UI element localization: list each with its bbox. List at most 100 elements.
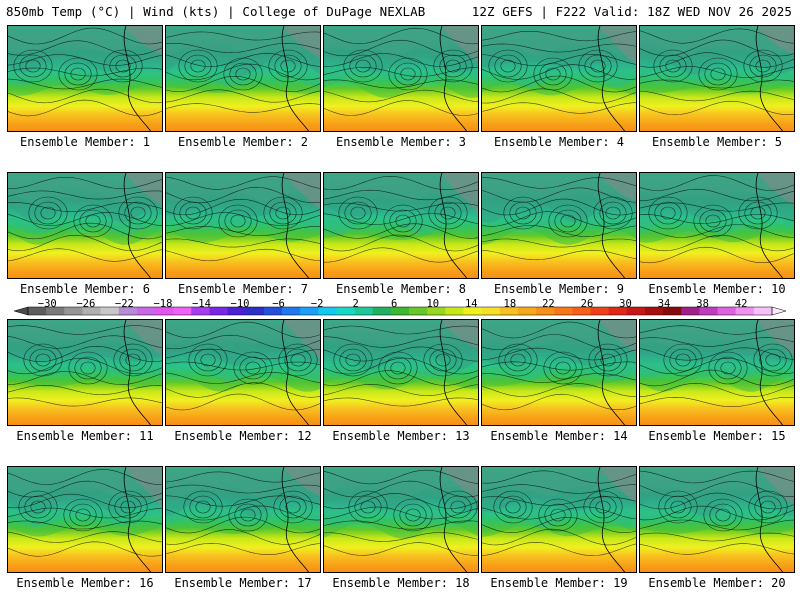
ensemble-member-label: Ensemble Member: 6 bbox=[19, 282, 151, 296]
colorbar-segment bbox=[155, 307, 174, 315]
colorbar-segment bbox=[517, 307, 537, 315]
ensemble-member-label: Ensemble Member: 10 bbox=[648, 282, 786, 296]
ensemble-member-label: Ensemble Member: 11 bbox=[16, 429, 154, 443]
colorbar-tick-label: 18 bbox=[503, 298, 517, 310]
colorbar-tick-label: 38 bbox=[696, 298, 709, 310]
ensemble-member-map bbox=[481, 466, 637, 573]
chart-title: 850mb Temp (°C) | Wind (kts) | College o… bbox=[6, 4, 426, 19]
ensemble-member-map bbox=[165, 466, 321, 573]
colorbar-segment bbox=[245, 307, 265, 315]
colorbar-segment bbox=[663, 307, 682, 315]
colorbar-segment bbox=[481, 307, 501, 315]
ensemble-member-map bbox=[7, 319, 163, 426]
ensemble-member-label: Ensemble Member: 15 bbox=[648, 429, 786, 443]
colorbar-tick-label: −6 bbox=[272, 298, 285, 310]
colorbar-segment bbox=[336, 307, 356, 315]
colorbar-max-arrow bbox=[771, 306, 786, 316]
ensemble-member-label: Ensemble Member: 17 bbox=[174, 576, 312, 590]
ensemble-member-label: Ensemble Member: 4 bbox=[493, 135, 625, 149]
ensemble-member-label: Ensemble Member: 8 bbox=[335, 282, 467, 296]
colorbar-tick-label: 22 bbox=[542, 298, 555, 310]
ensemble-member-map bbox=[323, 25, 479, 132]
ensemble-member-map bbox=[323, 466, 479, 573]
temperature-colorbar bbox=[14, 306, 786, 316]
colorbar-segment bbox=[372, 307, 392, 315]
ensemble-member-label: Ensemble Member: 7 bbox=[177, 282, 309, 296]
ensemble-member-label: Ensemble Member: 18 bbox=[332, 576, 470, 590]
colorbar-segment bbox=[318, 307, 337, 315]
colorbar-segment bbox=[354, 307, 374, 315]
colorbar-segment bbox=[118, 307, 138, 315]
colorbar-segment bbox=[608, 307, 628, 315]
ensemble-member-map bbox=[639, 25, 795, 132]
colorbar-min-arrow bbox=[14, 306, 29, 316]
colorbar-tick-label: −22 bbox=[114, 298, 134, 310]
ensemble-member-label: Ensemble Member: 12 bbox=[174, 429, 312, 443]
colorbar-tick-label: −2 bbox=[310, 298, 324, 310]
colorbar-segment bbox=[227, 307, 247, 315]
colorbar-tick-label: −26 bbox=[76, 298, 96, 310]
colorbar-tick-label: 30 bbox=[619, 298, 632, 310]
colorbar-segment bbox=[572, 307, 591, 315]
colorbar-segment bbox=[753, 307, 773, 315]
colorbar-tick-label: 34 bbox=[657, 298, 671, 310]
colorbar-segment bbox=[300, 307, 319, 315]
ensemble-member-label: Ensemble Member: 16 bbox=[16, 576, 154, 590]
ensemble-member-label: Ensemble Member: 9 bbox=[493, 282, 625, 296]
ensemble-member-map bbox=[7, 466, 163, 573]
model-run-info: 12Z GEFS | F222 Valid: 18Z WED NOV 26 20… bbox=[471, 4, 792, 19]
colorbar-tick-label: 10 bbox=[426, 298, 440, 310]
colorbar-tick-label: −10 bbox=[230, 298, 250, 310]
colorbar-segment bbox=[136, 307, 156, 315]
colorbar-segment bbox=[536, 307, 555, 315]
colorbar-segment bbox=[100, 307, 120, 315]
ensemble-member-map bbox=[165, 172, 321, 279]
colorbar-segment bbox=[717, 307, 737, 315]
ensemble-member-label: Ensemble Member: 20 bbox=[648, 576, 786, 590]
colorbar-segment bbox=[82, 307, 101, 315]
colorbar-tick-label: 2 bbox=[352, 298, 359, 310]
ensemble-member-map bbox=[7, 172, 163, 279]
colorbar-segment bbox=[263, 307, 283, 315]
colorbar-tick-label: 6 bbox=[391, 298, 398, 310]
ensemble-member-label: Ensemble Member: 5 bbox=[651, 135, 783, 149]
colorbar-segment bbox=[173, 307, 192, 315]
colorbar-segment bbox=[445, 307, 464, 315]
ensemble-member-map bbox=[481, 25, 637, 132]
ensemble-member-map bbox=[481, 172, 637, 279]
colorbar-segment bbox=[28, 307, 47, 315]
colorbar-tick-label: −30 bbox=[37, 298, 57, 310]
ensemble-member-map bbox=[481, 319, 637, 426]
colorbar-tick-label: −18 bbox=[153, 298, 173, 310]
colorbar-segment bbox=[590, 307, 610, 315]
ensemble-member-map bbox=[165, 319, 321, 426]
colorbar-segment bbox=[191, 307, 210, 315]
colorbar-segment bbox=[626, 307, 646, 315]
ensemble-member-map bbox=[639, 172, 795, 279]
colorbar-segment bbox=[282, 307, 301, 315]
ensemble-member-label: Ensemble Member: 13 bbox=[332, 429, 470, 443]
colorbar-segment bbox=[699, 307, 718, 315]
colorbar-segment bbox=[409, 307, 428, 315]
colorbar-tick-label: 14 bbox=[464, 298, 478, 310]
ensemble-member-map bbox=[7, 25, 163, 132]
colorbar-segment bbox=[735, 307, 755, 315]
colorbar-segment bbox=[209, 307, 229, 315]
ensemble-member-label: Ensemble Member: 1 bbox=[19, 135, 151, 149]
ensemble-member-map bbox=[639, 466, 795, 573]
colorbar-segment bbox=[46, 307, 65, 315]
colorbar-segment bbox=[390, 307, 410, 315]
ensemble-member-label: Ensemble Member: 2 bbox=[177, 135, 309, 149]
colorbar-tick-label: −14 bbox=[191, 298, 211, 310]
ensemble-member-label: Ensemble Member: 14 bbox=[490, 429, 628, 443]
ensemble-member-label: Ensemble Member: 19 bbox=[490, 576, 628, 590]
colorbar-tick-label: 42 bbox=[734, 298, 748, 310]
ensemble-member-map bbox=[639, 319, 795, 426]
colorbar-segment bbox=[644, 307, 664, 315]
ensemble-member-label: Ensemble Member: 3 bbox=[335, 135, 467, 149]
colorbar-segment bbox=[554, 307, 573, 315]
colorbar-segment bbox=[681, 307, 700, 315]
colorbar-segment bbox=[64, 307, 83, 315]
colorbar-segment bbox=[463, 307, 483, 315]
ensemble-member-map bbox=[323, 319, 479, 426]
